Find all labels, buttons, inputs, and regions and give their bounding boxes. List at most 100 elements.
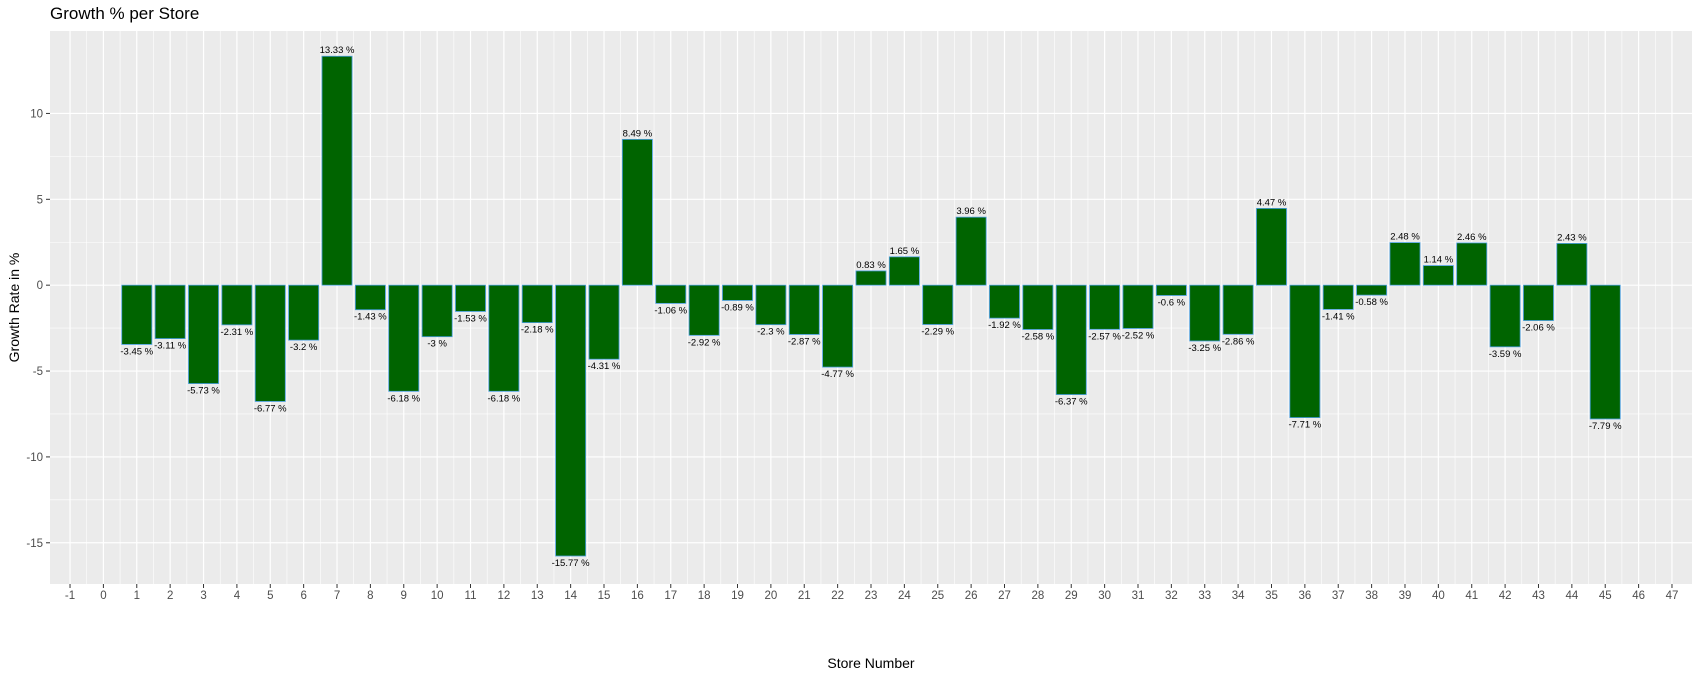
x-tick-label: 24	[898, 590, 911, 602]
data-label: -1.53 %	[454, 313, 487, 324]
bar-store-7	[321, 55, 353, 286]
x-tick-label: 33	[1198, 590, 1211, 602]
chart-title: Growth % per Store	[50, 4, 200, 23]
data-label: 2.48 %	[1390, 232, 1420, 243]
x-tick-label: 45	[1599, 590, 1612, 602]
data-label: -7.79 %	[1589, 421, 1622, 432]
bar-store-28	[1022, 284, 1054, 330]
data-label: -1.41 %	[1322, 311, 1355, 322]
data-label: -2.3 %	[757, 327, 785, 338]
bar-store-33	[1189, 284, 1221, 342]
x-tick-label: 1	[134, 590, 140, 602]
data-label: -3.11 %	[154, 341, 187, 352]
x-tick-label: 40	[1432, 590, 1445, 602]
data-label: -2.06 %	[1522, 323, 1555, 334]
data-label: -3.45 %	[120, 346, 153, 357]
bar-store-32	[1155, 284, 1187, 296]
x-tick-label: 26	[965, 590, 978, 602]
y-tick-label: -15	[26, 538, 43, 550]
x-tick-label: -1	[65, 590, 75, 602]
x-tick-label: 23	[865, 590, 878, 602]
data-label: -2.87 %	[788, 336, 821, 347]
x-tick-label: 37	[1332, 590, 1345, 602]
bar-store-26	[955, 216, 987, 286]
x-axis-title: Store Number	[827, 655, 914, 671]
bar-store-19	[722, 284, 753, 301]
data-label: 2.46 %	[1457, 232, 1487, 243]
data-label: 0.83 %	[856, 260, 886, 271]
x-tick-label: 12	[497, 590, 510, 602]
data-label: -0.89 %	[721, 302, 754, 313]
data-label: -0.58 %	[1355, 297, 1388, 308]
data-label: -15.77 %	[552, 558, 591, 569]
data-label: -2.18 %	[521, 325, 554, 336]
x-tick-label: 17	[664, 590, 677, 602]
x-tick-label: 29	[1065, 590, 1078, 602]
x-tick-label: 4	[234, 590, 241, 602]
x-tick-label: 18	[698, 590, 711, 602]
x-tick-label: 16	[631, 590, 644, 602]
x-tick-label: 41	[1465, 590, 1478, 602]
x-tick-label: 34	[1232, 590, 1245, 602]
bar-store-38	[1356, 284, 1388, 296]
bar-store-3	[188, 284, 219, 384]
data-label: 4.47 %	[1257, 197, 1287, 208]
data-labels: -3.45 %-3.11 % -5.73 % -2.31 % -6.77 % -3.2 …	[120, 45, 1622, 569]
x-tick-label: 46	[1632, 590, 1645, 602]
y-axis-title: Growth Rate in %	[6, 253, 22, 363]
bar-store-2	[154, 284, 186, 339]
data-label: -1.43 %	[354, 312, 387, 323]
y-tick-label: 10	[30, 108, 43, 120]
x-tick-label: 20	[764, 590, 777, 602]
bar-store-36	[1289, 284, 1321, 418]
bar-store-37	[1322, 284, 1354, 310]
bar-store-18	[688, 284, 720, 336]
y-tick-label: -10	[26, 452, 43, 464]
bar-store-10	[421, 284, 453, 338]
bar-store-42	[1489, 284, 1521, 348]
bar-store-9	[388, 284, 420, 392]
bar-store-34	[1222, 284, 1254, 335]
bar-store-20	[755, 284, 787, 326]
data-label: -2.29 %	[921, 327, 954, 338]
data-label: -2.92 %	[688, 337, 721, 348]
bar-store-29	[1055, 284, 1087, 395]
x-tick-label: 11	[465, 590, 477, 602]
bar-store-40	[1422, 265, 1454, 286]
x-tick-label: 6	[300, 590, 306, 602]
x-tick-label: 13	[531, 590, 544, 602]
x-tick-label: 38	[1365, 590, 1378, 602]
bar-store-44	[1556, 243, 1588, 286]
x-tick-label: 30	[1098, 590, 1111, 602]
x-tick-label: 35	[1265, 590, 1278, 602]
bar-store-15	[588, 284, 620, 360]
x-tick-label: 8	[367, 590, 373, 602]
x-tick-label: 39	[1399, 590, 1412, 602]
y-tick-label: 0	[37, 280, 43, 292]
x-tick-label: 47	[1666, 590, 1679, 602]
x-axis: -1 0 1 2 3 4 5 6 7 8 9 10 11 12 13 14 15 16 17 18 19 20 21 22 23…	[65, 584, 1678, 602]
x-tick-label: 31	[1132, 590, 1145, 602]
bar-store-39	[1389, 242, 1421, 286]
x-tick-label: 19	[731, 590, 744, 602]
data-label: -6.37 %	[1055, 397, 1088, 408]
bar-store-14	[555, 284, 587, 557]
bar-store-43	[1523, 284, 1554, 321]
data-label: 2.43 %	[1557, 232, 1587, 243]
x-tick-label: 14	[564, 590, 577, 602]
y-axis: -15 -10 -5 0 5 10	[26, 108, 50, 550]
x-tick-label: 44	[1565, 590, 1578, 602]
bars	[121, 55, 1621, 557]
x-tick-label: 10	[431, 590, 444, 602]
y-tick-label: -5	[33, 366, 43, 378]
bar-store-12	[488, 284, 520, 392]
bar-store-25	[922, 284, 954, 325]
grid-lines	[50, 31, 1692, 584]
x-tick-label: 25	[931, 590, 944, 602]
data-label: 1.14 %	[1424, 255, 1454, 266]
data-label: -1.92 %	[988, 320, 1021, 331]
bar-store-45	[1589, 284, 1621, 420]
bar-store-30	[1089, 284, 1121, 330]
x-tick-label: 9	[401, 590, 407, 602]
